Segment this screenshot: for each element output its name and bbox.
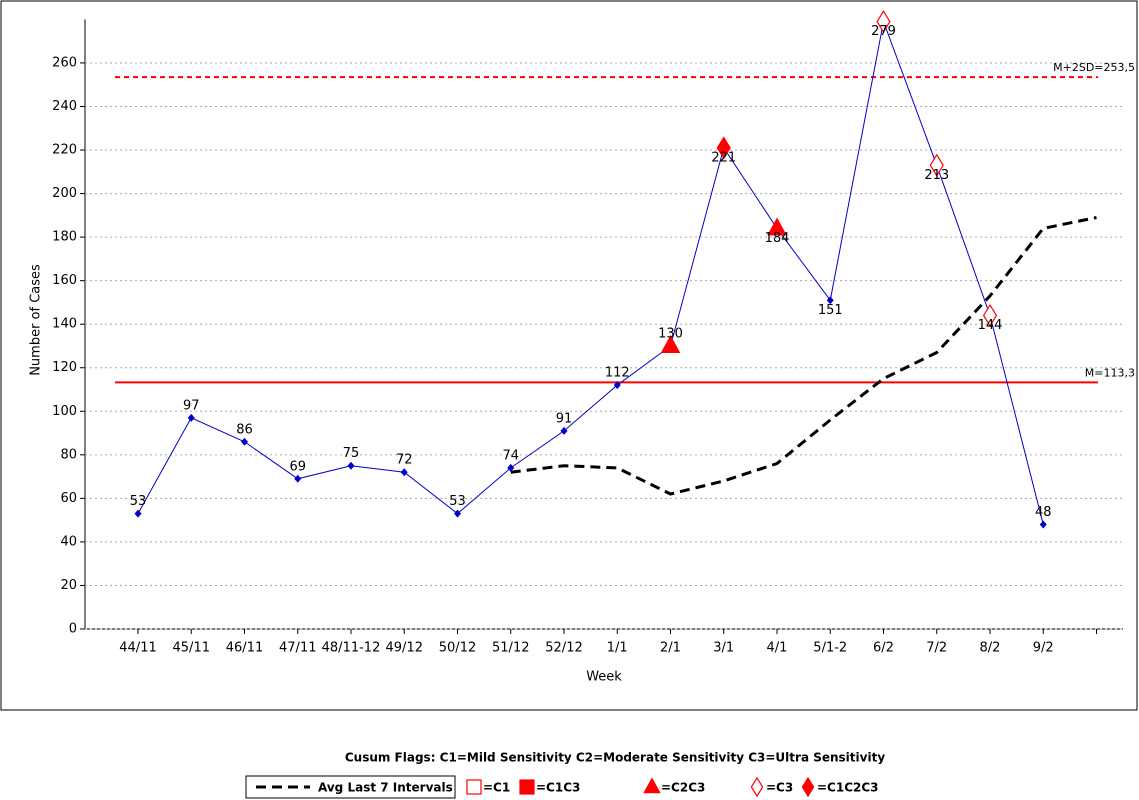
- x-tick-label: 7/2: [926, 641, 947, 656]
- legend-label: =C1C3: [536, 781, 580, 795]
- data-point: [134, 509, 142, 518]
- flag-marker: [716, 136, 731, 160]
- flag-marker: [660, 335, 681, 353]
- x-tick-label: 6/2: [873, 641, 894, 656]
- flag-marker: [767, 217, 787, 236]
- x-tick-label: 45/11: [173, 641, 210, 656]
- x-tick-label: 4/1: [767, 641, 788, 656]
- data-label: 86: [236, 422, 253, 437]
- data-point: [400, 468, 408, 477]
- data-point: [454, 509, 461, 518]
- data-label: 151: [818, 303, 843, 318]
- reference-label: M=113,3: [1085, 366, 1135, 379]
- data-label: 144: [978, 318, 1003, 333]
- flag-marker: [876, 10, 891, 34]
- data-label: 53: [449, 494, 466, 509]
- data-point: [241, 437, 248, 446]
- x-tick-label: 5/1-2: [813, 641, 847, 656]
- flag-title: Cusum Flags: C1=Mild Sensitivity C2=Mode…: [345, 751, 885, 765]
- x-axis-label: Week: [586, 670, 622, 685]
- data-point: [560, 426, 568, 435]
- data-point: [347, 461, 355, 470]
- data-label: 91: [556, 411, 573, 426]
- data-point: [294, 474, 302, 483]
- data-label: 97: [183, 398, 200, 413]
- x-tick-label: 2/1: [660, 641, 681, 656]
- data-label: 279: [871, 24, 896, 39]
- y-tick-label: 120: [52, 360, 77, 375]
- data-label: 53: [130, 494, 147, 509]
- data-point: [826, 296, 834, 305]
- legend-marker: [801, 776, 815, 798]
- x-tick-label: 52/12: [545, 641, 582, 656]
- data-label: 48: [1035, 505, 1052, 520]
- y-tick-label: 160: [52, 273, 77, 288]
- y-tick-label: 260: [52, 55, 77, 70]
- flag-marker: [982, 303, 998, 328]
- data-point: [1039, 520, 1047, 529]
- y-axis-label: Number of Cases: [29, 264, 44, 376]
- legend-marker: [466, 779, 482, 795]
- legend-label: =C2C3: [661, 781, 705, 795]
- data-label: 69: [289, 459, 306, 474]
- y-tick-label: 80: [60, 447, 77, 462]
- data-point: [187, 413, 195, 422]
- legend-label: =C1: [483, 781, 510, 795]
- legend-marker: [519, 779, 535, 795]
- x-tick-label: 44/11: [119, 641, 156, 656]
- data-label: 74: [502, 448, 519, 463]
- x-tick-label: 48/11-12: [322, 641, 381, 656]
- x-tick-label: 8/2: [980, 641, 1001, 656]
- series-line: [137, 19, 1044, 525]
- y-tick-label: 100: [52, 404, 77, 419]
- y-tick-label: 40: [60, 534, 77, 549]
- y-tick-label: 60: [60, 491, 77, 506]
- data-label: 221: [711, 150, 736, 165]
- avg-line: [510, 216, 1097, 496]
- x-tick-label: 9/2: [1033, 641, 1054, 656]
- y-tick-label: 220: [52, 143, 77, 158]
- data-point: [507, 463, 515, 472]
- y-tick-label: 200: [52, 186, 77, 201]
- y-tick-label: 0: [69, 622, 77, 637]
- legend-label: Avg Last 7 Intervals: [318, 781, 453, 795]
- y-tick-label: 240: [52, 99, 77, 114]
- data-label: 75: [343, 446, 360, 461]
- legend-marker: [643, 777, 661, 794]
- x-tick-label: 51/12: [492, 641, 529, 656]
- reference-label: M+2SD=253,5: [1053, 61, 1135, 74]
- data-label: 112: [605, 366, 630, 381]
- legend-label: =C1C2C3: [817, 781, 879, 795]
- x-tick-label: 47/11: [279, 641, 316, 656]
- legend-marker: [750, 776, 764, 798]
- y-tick-label: 140: [52, 317, 77, 332]
- x-tick-label: 1/1: [607, 641, 628, 656]
- data-label: 72: [396, 453, 413, 468]
- y-tick-label: 180: [52, 230, 77, 245]
- x-tick-label: 49/12: [386, 641, 423, 656]
- data-point: [613, 381, 621, 390]
- x-tick-label: 3/1: [713, 641, 734, 656]
- data-label: 213: [924, 168, 949, 183]
- legend-label: =C3: [766, 781, 793, 795]
- y-tick-label: 20: [60, 578, 77, 593]
- data-label: 130: [658, 326, 683, 341]
- flag-marker: [929, 153, 944, 177]
- chart-frame: [0, 0, 1138, 711]
- x-tick-label: 46/11: [226, 641, 263, 656]
- data-label: 184: [765, 231, 790, 246]
- legend-box: [245, 775, 456, 799]
- x-tick-label: 50/12: [439, 641, 476, 656]
